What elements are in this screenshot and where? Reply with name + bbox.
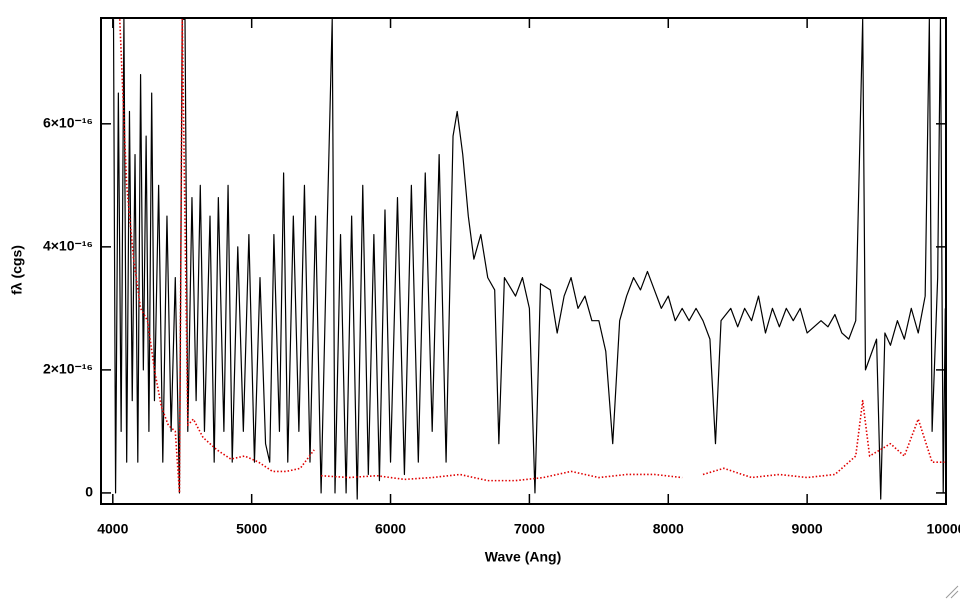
y-tick-label: 2×10⁻¹⁶ bbox=[43, 361, 93, 377]
y-tick-label: 4×10⁻¹⁶ bbox=[43, 238, 93, 254]
x-tick-label: 4000 bbox=[97, 521, 128, 537]
plot-area bbox=[112, 18, 946, 500]
resize-grip bbox=[945, 585, 959, 599]
x-tick-label: 5000 bbox=[236, 521, 267, 537]
y-tick-label: 6×10⁻¹⁶ bbox=[43, 115, 93, 131]
axes-frame bbox=[100, 17, 947, 505]
error-line bbox=[118, 18, 945, 494]
x-tick-label: 9000 bbox=[792, 521, 823, 537]
x-tick-label: 8000 bbox=[653, 521, 684, 537]
spectrum-line bbox=[112, 18, 946, 500]
x-axis-label: Wave (Ang) bbox=[485, 549, 561, 565]
x-tick-label: 7000 bbox=[514, 521, 545, 537]
y-tick-label: 0 bbox=[85, 484, 93, 500]
y-axis-label: fλ (cgs) bbox=[9, 245, 25, 295]
x-tick-label: 6000 bbox=[375, 521, 406, 537]
